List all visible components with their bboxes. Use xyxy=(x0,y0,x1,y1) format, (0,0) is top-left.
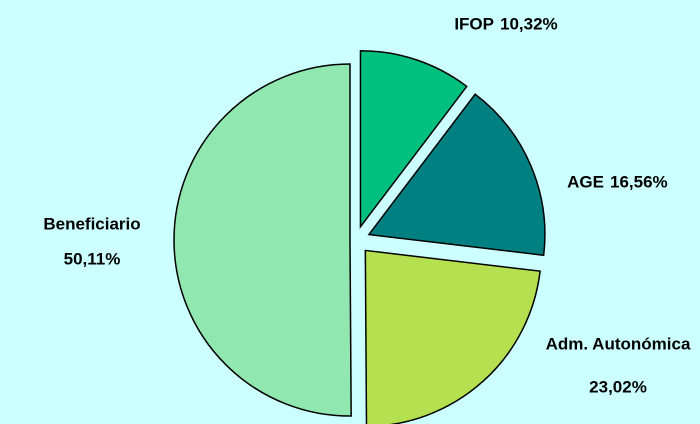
value-label: 23,02% xyxy=(589,377,647,396)
value-label: 10,32% xyxy=(500,14,558,33)
pie-slice xyxy=(173,63,352,417)
pie-slice xyxy=(367,93,546,257)
pie-slice xyxy=(364,249,541,424)
slice-label: Beneficiario xyxy=(43,214,140,233)
slice-label: IFOP xyxy=(454,14,494,33)
value-label: 16,56% xyxy=(610,172,668,191)
pie-slice xyxy=(359,49,468,229)
value-label: 50,11% xyxy=(64,249,121,268)
slice-label: Adm. Autonómica xyxy=(546,334,691,353)
slice-label: AGE xyxy=(567,172,604,191)
